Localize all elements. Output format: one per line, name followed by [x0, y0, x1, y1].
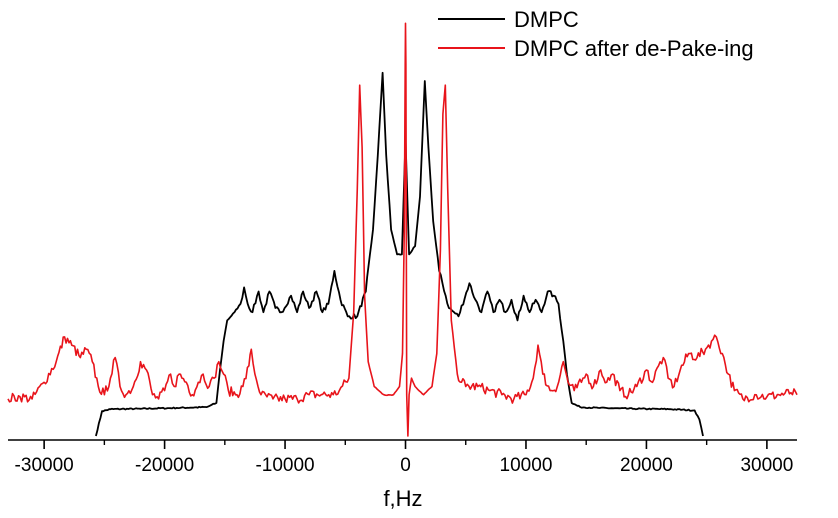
x-tick-label: 20000 [620, 455, 673, 476]
x-tick-label: -10000 [255, 455, 314, 476]
legend-label-dmpc-after-de-pake-ing: DMPC after de-Pake-ing [514, 36, 754, 61]
series-line-dmpc [95, 71, 704, 437]
series-layer [7, 22, 798, 437]
x-tick-label: 10000 [500, 455, 553, 476]
x-tick-label: -30000 [15, 455, 74, 476]
legend: DMPC DMPC after de-Pake-ing [438, 7, 754, 61]
x-axis-ticks: -30000 -20000 -10000 0 10000 20000 30000 [15, 440, 793, 476]
x-tick-label: 0 [400, 455, 411, 476]
legend-label-dmpc: DMPC [514, 7, 579, 32]
x-tick-label: 30000 [740, 455, 793, 476]
x-tick-label: -20000 [135, 455, 194, 476]
x-axis-label: f,Hz [383, 486, 422, 511]
series-line-dmpc-after-de-pake-ing [7, 22, 798, 437]
